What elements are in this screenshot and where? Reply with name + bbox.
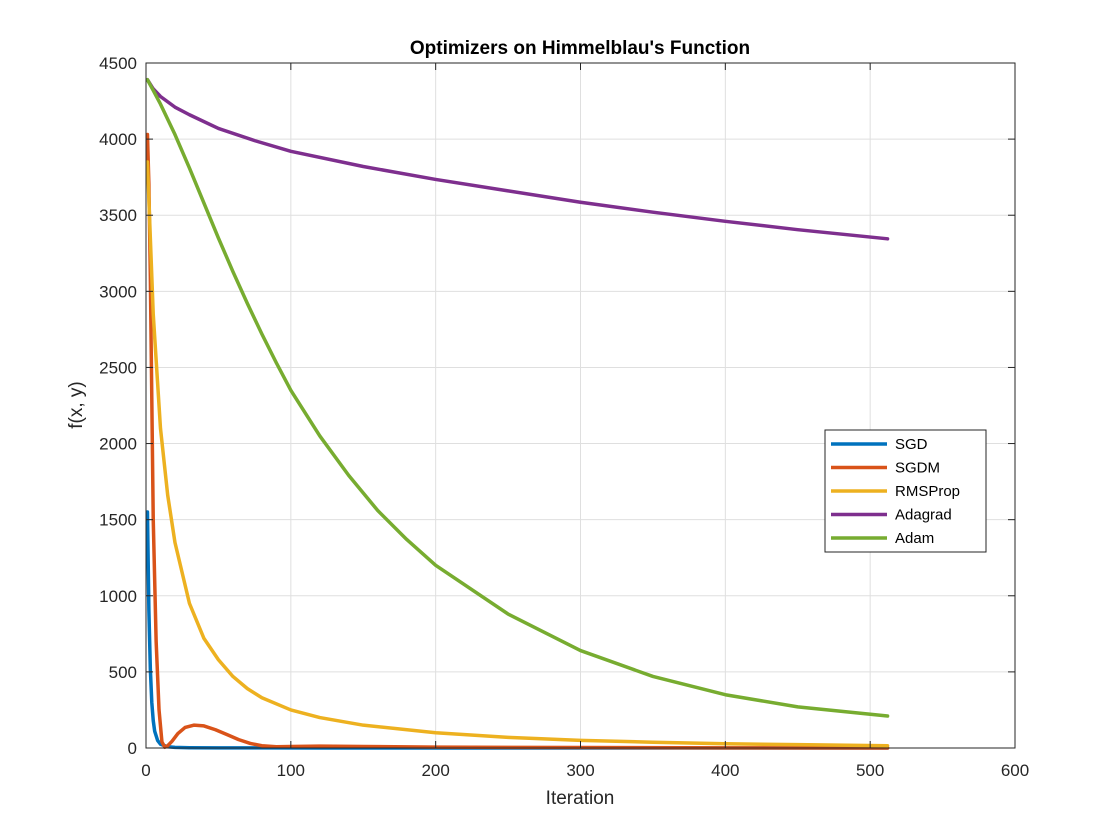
y-tick-label: 2000	[99, 435, 137, 454]
x-tick-label: 500	[856, 761, 884, 780]
x-tick-label: 400	[711, 761, 739, 780]
y-tick-label: 4000	[99, 130, 137, 149]
legend-label-sgdm: SGDM	[895, 460, 940, 477]
x-tick-label: 600	[1001, 761, 1029, 780]
legend-label-rmsprop: RMSProp	[895, 483, 960, 500]
y-tick-label: 4500	[99, 54, 137, 73]
y-tick-label: 500	[109, 663, 137, 682]
x-axis-label: Iteration	[546, 788, 615, 809]
x-tick-label: 200	[421, 761, 449, 780]
y-tick-label: 2500	[99, 358, 137, 377]
legend: SGD SGDM RMSProp Adagrad Adam	[824, 429, 987, 553]
x-tick-label: 0	[141, 761, 150, 780]
series-line-rmsprop	[145, 160, 890, 748]
y-axis-label: f(x, y)	[66, 381, 87, 429]
series-line-adagrad	[145, 77, 890, 241]
axis-ticks: 0 100 200 300 400 500 600 0 500 1000 1500 2000 2500 3…	[99, 54, 1029, 780]
chart-title: Optimizers on Himmelblau's Function	[410, 38, 750, 59]
y-tick-label: 3500	[99, 206, 137, 225]
x-tick-label: 100	[277, 761, 305, 780]
y-tick-label: 0	[128, 739, 137, 758]
legend-label-sgd: SGD	[895, 436, 928, 453]
series-lines	[145, 77, 890, 750]
y-tick-label: 3000	[99, 282, 137, 301]
series-line-sgdm	[145, 132, 890, 750]
x-tick-label: 300	[566, 761, 594, 780]
series-line-adam	[145, 77, 890, 718]
y-tick-label: 1500	[99, 511, 137, 530]
legend-label-adagrad: Adagrad	[895, 507, 952, 524]
y-tick-label: 1000	[99, 587, 137, 606]
legend-label-adam: Adam	[895, 530, 934, 547]
